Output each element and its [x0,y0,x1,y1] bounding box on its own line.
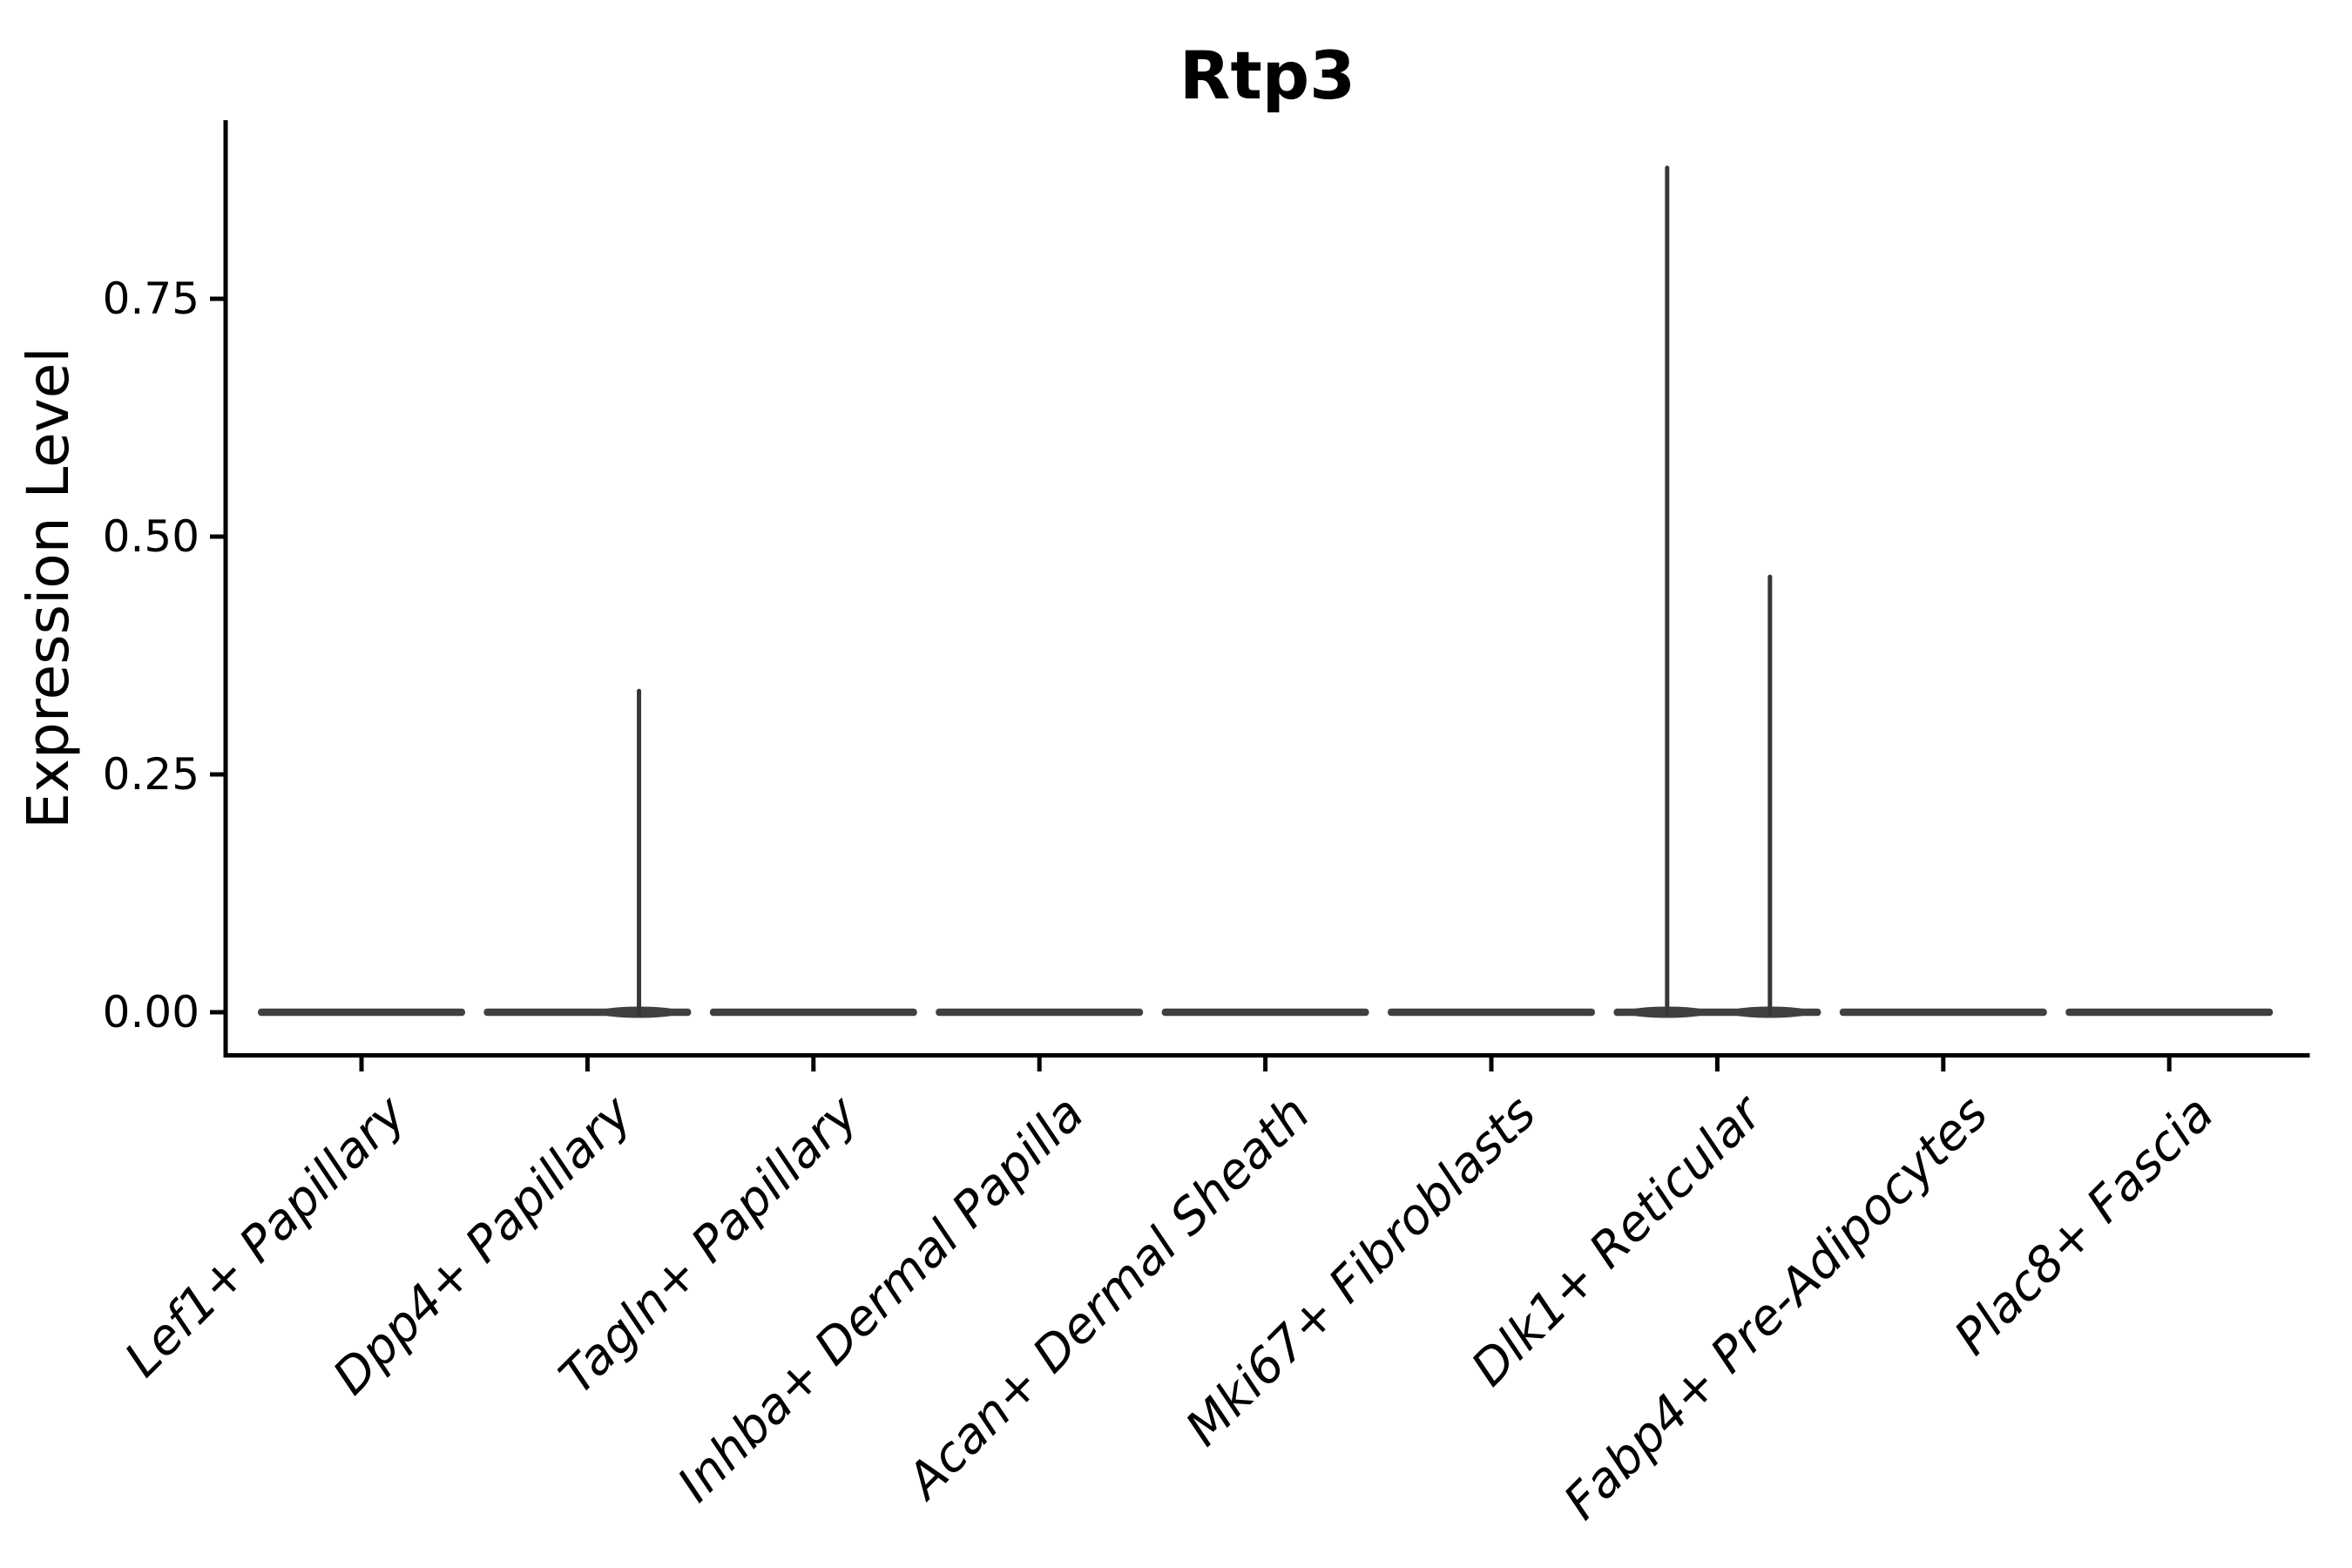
y-tick [210,772,224,777]
x-tick [1714,1055,1720,1071]
y-tick-label: 0.25 [103,749,199,800]
y-tick [210,1010,224,1015]
violin [709,1008,917,1017]
x-tick [1037,1055,1042,1071]
x-tick [359,1055,364,1071]
violin-base [1161,1008,1369,1017]
violin-base [258,1008,465,1017]
violin [936,1008,1144,1017]
x-tick [811,1055,816,1071]
violin-base [1839,1008,2047,1017]
y-tick-label: 0.50 [103,511,199,562]
violin [1839,1008,2047,1017]
y-tick-label: 0.75 [103,274,199,324]
plot-title: Rtp3 [1179,37,1355,114]
y-tick [210,296,224,301]
violin [2065,1008,2274,1017]
x-axis-line [223,1053,2310,1058]
y-axis-line [223,120,228,1058]
x-tick [585,1055,590,1071]
y-tick [210,534,224,539]
violin [1161,1008,1369,1017]
x-tick [2166,1055,2172,1071]
violin [258,1008,465,1017]
violin-base [1388,1008,1595,1017]
violins [258,166,2274,1018]
violin-base [936,1008,1144,1017]
y-axis-ticks: 0.00 0.25 0.50 0.75 [103,274,224,1037]
violin-base [2065,1008,2274,1017]
y-tick-label: 0.00 [103,987,199,1037]
y-axis-label: Expression Level [15,347,82,828]
violin-spike [1665,166,1670,1016]
violin [483,688,692,1018]
violin [1388,1008,1595,1017]
violin-spike [1767,574,1773,1016]
x-tick-label: Inhba+ Dermal Papilla [667,1085,1095,1513]
x-tick-label: Fabp4+ Pre-Adipocytes [1553,1085,1998,1531]
violin-base [709,1008,917,1017]
x-tick-label: Acan+ Dermal Sheath [895,1085,1321,1511]
x-tick [1489,1055,1494,1071]
x-tick [1941,1055,1946,1071]
violin [1613,166,1821,1018]
violin-spike [637,688,642,1016]
x-tick [1263,1055,1268,1071]
